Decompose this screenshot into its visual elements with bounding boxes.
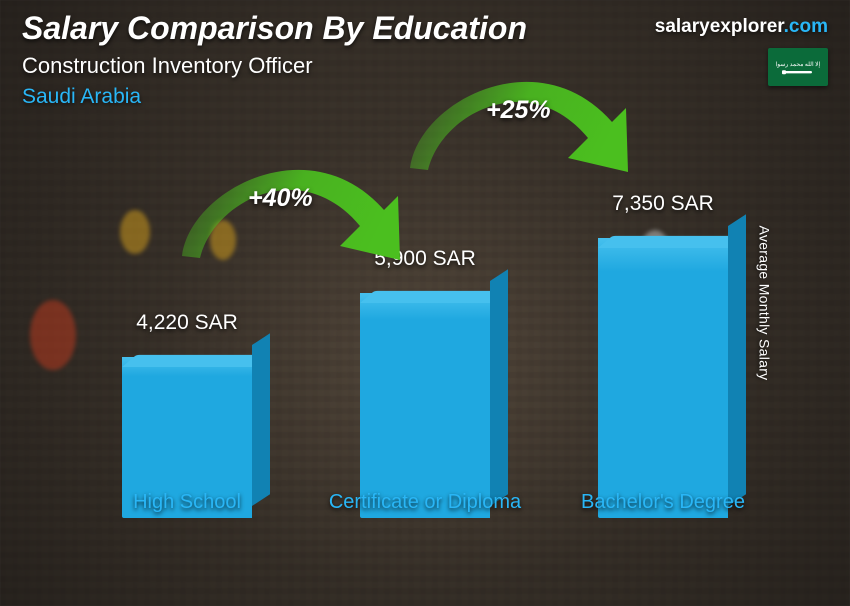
bar-value-label: 4,220 SAR <box>102 311 272 335</box>
brand-name: salaryexplorer <box>655 16 784 37</box>
bar-group: 7,350 SARBachelor's Degree <box>578 192 748 518</box>
bar-side-face <box>252 333 270 506</box>
bar-group: 5,900 SARCertificate or Diploma <box>340 247 510 518</box>
bar-top-face <box>598 236 742 248</box>
bar <box>360 293 490 518</box>
bar-top-face <box>122 355 266 367</box>
bar-front-face <box>360 293 490 518</box>
brand-suffix: .com <box>784 16 828 37</box>
bar-front-face <box>598 238 728 518</box>
increase-arrow: +25% <box>398 62 648 197</box>
svg-text:لا إله إلا الله محمد رسول الله: لا إله إلا الله محمد رسول الله <box>776 61 820 68</box>
brand-logo: salaryexplorer.com <box>655 16 828 38</box>
increase-percent-label: +40% <box>248 184 313 213</box>
bar-category-label: Certificate or Diploma <box>325 490 525 514</box>
bar-category-label: Bachelor's Degree <box>563 490 763 514</box>
bar-group: 4,220 SARHigh School <box>102 311 272 518</box>
bar-side-face <box>728 214 746 506</box>
bar-side-face <box>490 269 508 506</box>
bar <box>598 238 728 518</box>
increase-percent-label: +25% <box>486 96 551 125</box>
country-flag: لا إله إلا الله محمد رسول الله <box>768 48 828 86</box>
bar-category-label: High School <box>87 490 287 514</box>
bar-top-face <box>360 291 504 303</box>
increase-arrow: +40% <box>170 150 420 285</box>
